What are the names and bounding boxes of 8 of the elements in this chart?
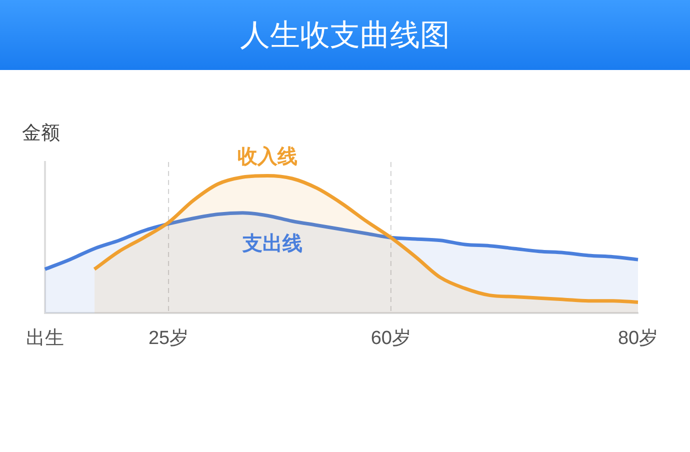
- series-label: 支出线: [242, 231, 303, 256]
- chart-title: 人生收支曲线图: [240, 16, 450, 54]
- x-tick-label: 出生: [26, 328, 64, 349]
- y-axis-title: 金额: [22, 121, 60, 146]
- series-label: 收入线: [237, 144, 298, 168]
- x-tick-label: 25岁: [148, 328, 189, 349]
- x-tick-label: 60岁: [370, 328, 411, 349]
- x-tick-label: 80岁: [618, 328, 658, 349]
